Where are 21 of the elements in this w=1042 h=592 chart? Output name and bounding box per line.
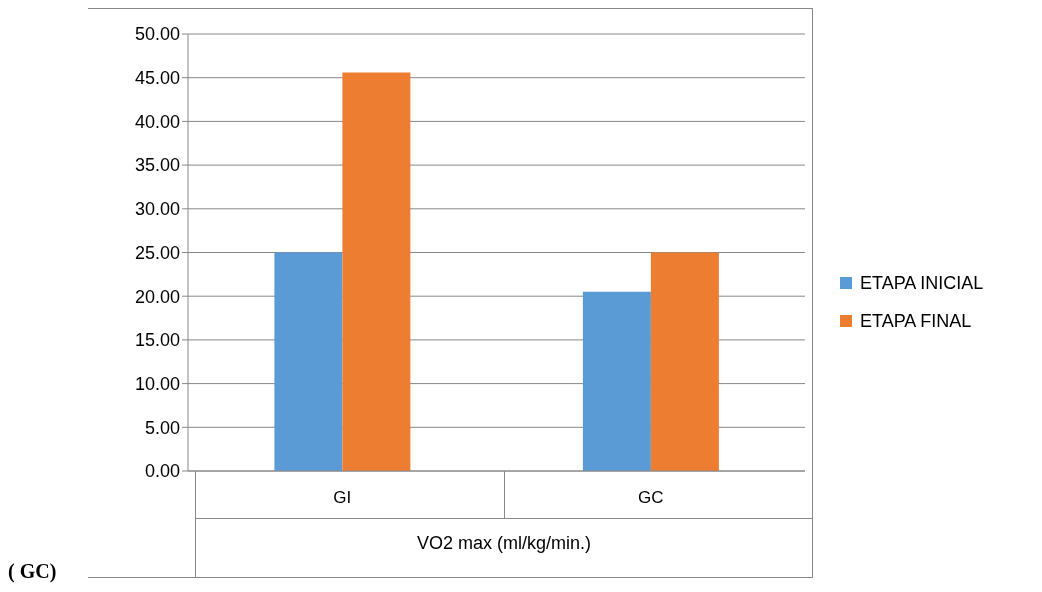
x-axis-title: VO2 max (ml/kg/min.)	[416, 533, 592, 554]
y-tick-label: 25.00	[134, 242, 180, 263]
y-tick-label: 15.00	[134, 330, 180, 351]
y-tick-label: 30.00	[134, 199, 180, 220]
legend-label: ETAPA INICIAL	[860, 272, 984, 294]
y-tick-label: 45.00	[134, 68, 180, 89]
x-tick-label: GI	[333, 488, 352, 508]
y-tick-label: 40.00	[134, 111, 180, 132]
text: ( GC)	[8, 560, 57, 583]
y-tick-label: 20.00	[134, 286, 180, 307]
bar	[582, 291, 651, 471]
y-tick-label: 50.00	[134, 24, 180, 45]
y-tick-label: 35.00	[134, 155, 180, 176]
bar	[342, 72, 411, 471]
legend-label: ETAPA FINAL	[860, 310, 972, 332]
bar	[650, 252, 719, 471]
y-tick-label: 0.00	[144, 461, 180, 482]
bar	[274, 252, 343, 471]
y-tick-label: 10.00	[134, 373, 180, 394]
y-tick-label: 5.00	[144, 417, 180, 438]
x-tick-label: GC	[638, 488, 664, 508]
